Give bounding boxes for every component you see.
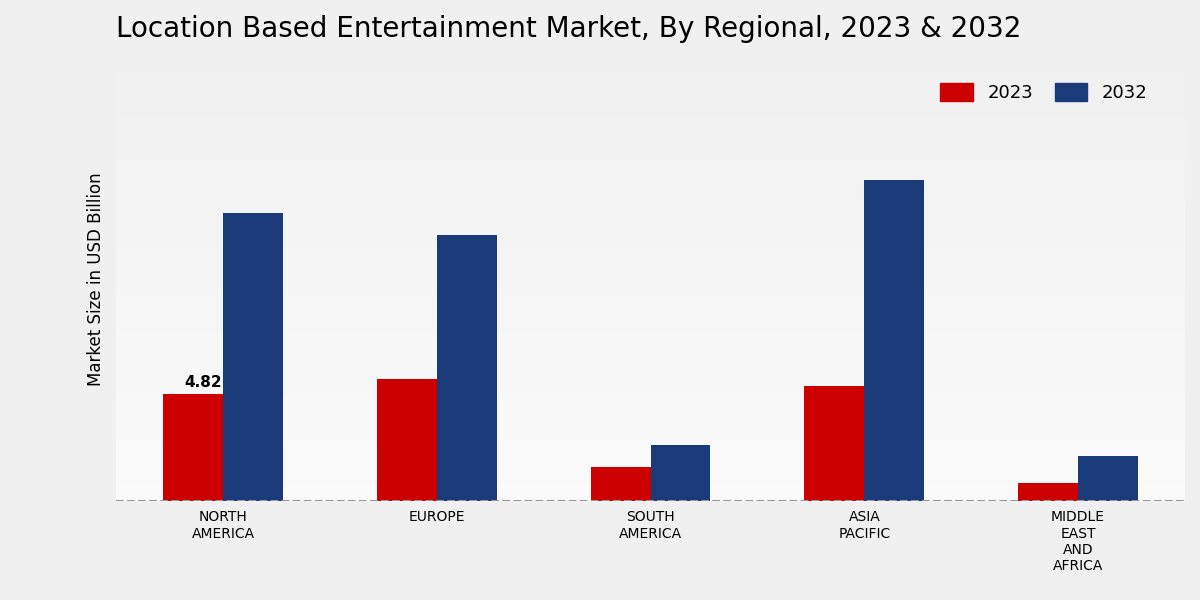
Text: Location Based Entertainment Market, By Regional, 2023 & 2032: Location Based Entertainment Market, By … <box>116 15 1021 43</box>
Bar <box>804 386 864 500</box>
Bar <box>650 445 710 500</box>
Bar <box>864 179 924 500</box>
Bar <box>163 394 223 500</box>
Bar <box>437 235 497 500</box>
Bar <box>223 213 283 500</box>
Text: 4.82: 4.82 <box>185 374 222 389</box>
Y-axis label: Market Size in USD Billion: Market Size in USD Billion <box>88 172 106 386</box>
Bar <box>377 379 437 500</box>
Bar <box>590 467 650 500</box>
Bar <box>1019 483 1078 500</box>
Legend: 2023, 2032: 2023, 2032 <box>934 76 1154 110</box>
Bar <box>1078 457 1138 500</box>
